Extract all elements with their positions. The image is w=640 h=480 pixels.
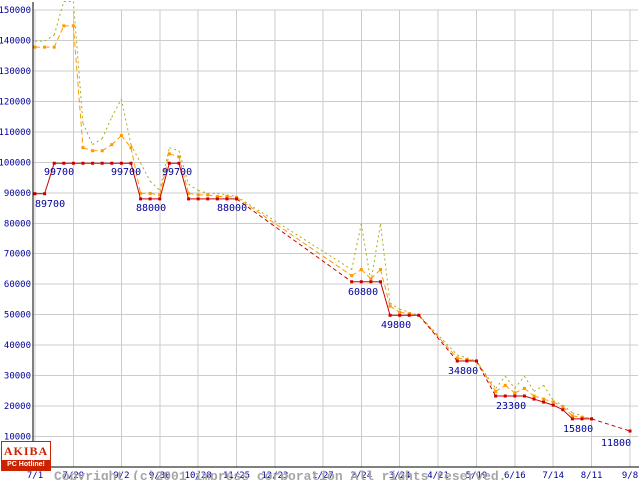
svg-text:9/8: 9/8 — [622, 471, 638, 480]
svg-text:49800: 49800 — [381, 320, 411, 331]
svg-text:88000: 88000 — [217, 203, 247, 214]
series-lowest-price — [33, 161, 632, 433]
svg-text:150000: 150000 — [0, 6, 31, 16]
svg-text:70000: 70000 — [4, 250, 31, 260]
svg-text:130000: 130000 — [0, 67, 31, 77]
x-axis-labels: 7/1 7/29 9/2 9/30 10/28 11/25 12/23 1/27 2/24 3/2… — [27, 471, 638, 480]
price-annotations: 89700 99700 99700 88000 99700 88000 60800 49800… — [35, 167, 631, 449]
svg-text:100000: 100000 — [0, 158, 31, 168]
svg-text:60000: 60000 — [4, 280, 31, 290]
svg-text:7/1: 7/1 — [27, 471, 43, 480]
svg-text:8/11: 8/11 — [581, 471, 603, 480]
svg-text:5/19: 5/19 — [466, 471, 488, 480]
akiba-logo-text: AKIBA — [3, 444, 49, 458]
svg-text:6/16: 6/16 — [504, 471, 526, 480]
svg-text:10/28: 10/28 — [185, 471, 212, 480]
svg-text:2/24: 2/24 — [350, 471, 372, 480]
svg-text:15800: 15800 — [563, 424, 593, 435]
svg-text:20000: 20000 — [4, 402, 31, 412]
svg-text:10000: 10000 — [4, 433, 31, 443]
series-highest-price — [35, 0, 592, 420]
svg-text:89700: 89700 — [35, 199, 65, 210]
y-axis-labels: 10000 20000 30000 40000 50000 60000 70000 80000… — [0, 6, 31, 443]
series-average-price — [33, 24, 594, 421]
svg-text:60800: 60800 — [348, 287, 378, 298]
svg-text:99700: 99700 — [162, 167, 192, 178]
svg-text:40000: 40000 — [4, 341, 31, 351]
svg-text:99700: 99700 — [44, 167, 74, 178]
gridlines — [33, 9, 638, 467]
svg-text:90000: 90000 — [4, 189, 31, 199]
svg-text:7/14: 7/14 — [542, 471, 564, 480]
svg-text:9/2: 9/2 — [113, 471, 129, 480]
svg-text:4/21: 4/21 — [427, 471, 449, 480]
svg-text:12/23: 12/23 — [261, 471, 288, 480]
axes — [32, 2, 639, 468]
svg-text:120000: 120000 — [0, 97, 31, 107]
akiba-pc-hotline-logo[interactable]: AKIBA PC Hotline! — [1, 441, 51, 471]
svg-text:140000: 140000 — [0, 36, 31, 46]
svg-text:99700: 99700 — [111, 167, 141, 178]
pc-hotline-logo-text: PC Hotline! — [2, 460, 50, 470]
svg-text:110000: 110000 — [0, 128, 31, 138]
svg-text:88000: 88000 — [136, 203, 166, 214]
svg-text:34800: 34800 — [448, 366, 478, 377]
svg-text:7/29: 7/29 — [63, 471, 85, 480]
svg-text:11800: 11800 — [601, 438, 631, 449]
svg-text:30000: 30000 — [4, 372, 31, 382]
svg-text:1/27: 1/27 — [312, 471, 334, 480]
svg-text:80000: 80000 — [4, 219, 31, 229]
svg-text:11/25: 11/25 — [223, 471, 250, 480]
svg-text:3/24: 3/24 — [389, 471, 411, 480]
svg-text:9/30: 9/30 — [149, 471, 171, 480]
svg-text:23300: 23300 — [496, 401, 526, 412]
svg-text:50000: 50000 — [4, 311, 31, 321]
